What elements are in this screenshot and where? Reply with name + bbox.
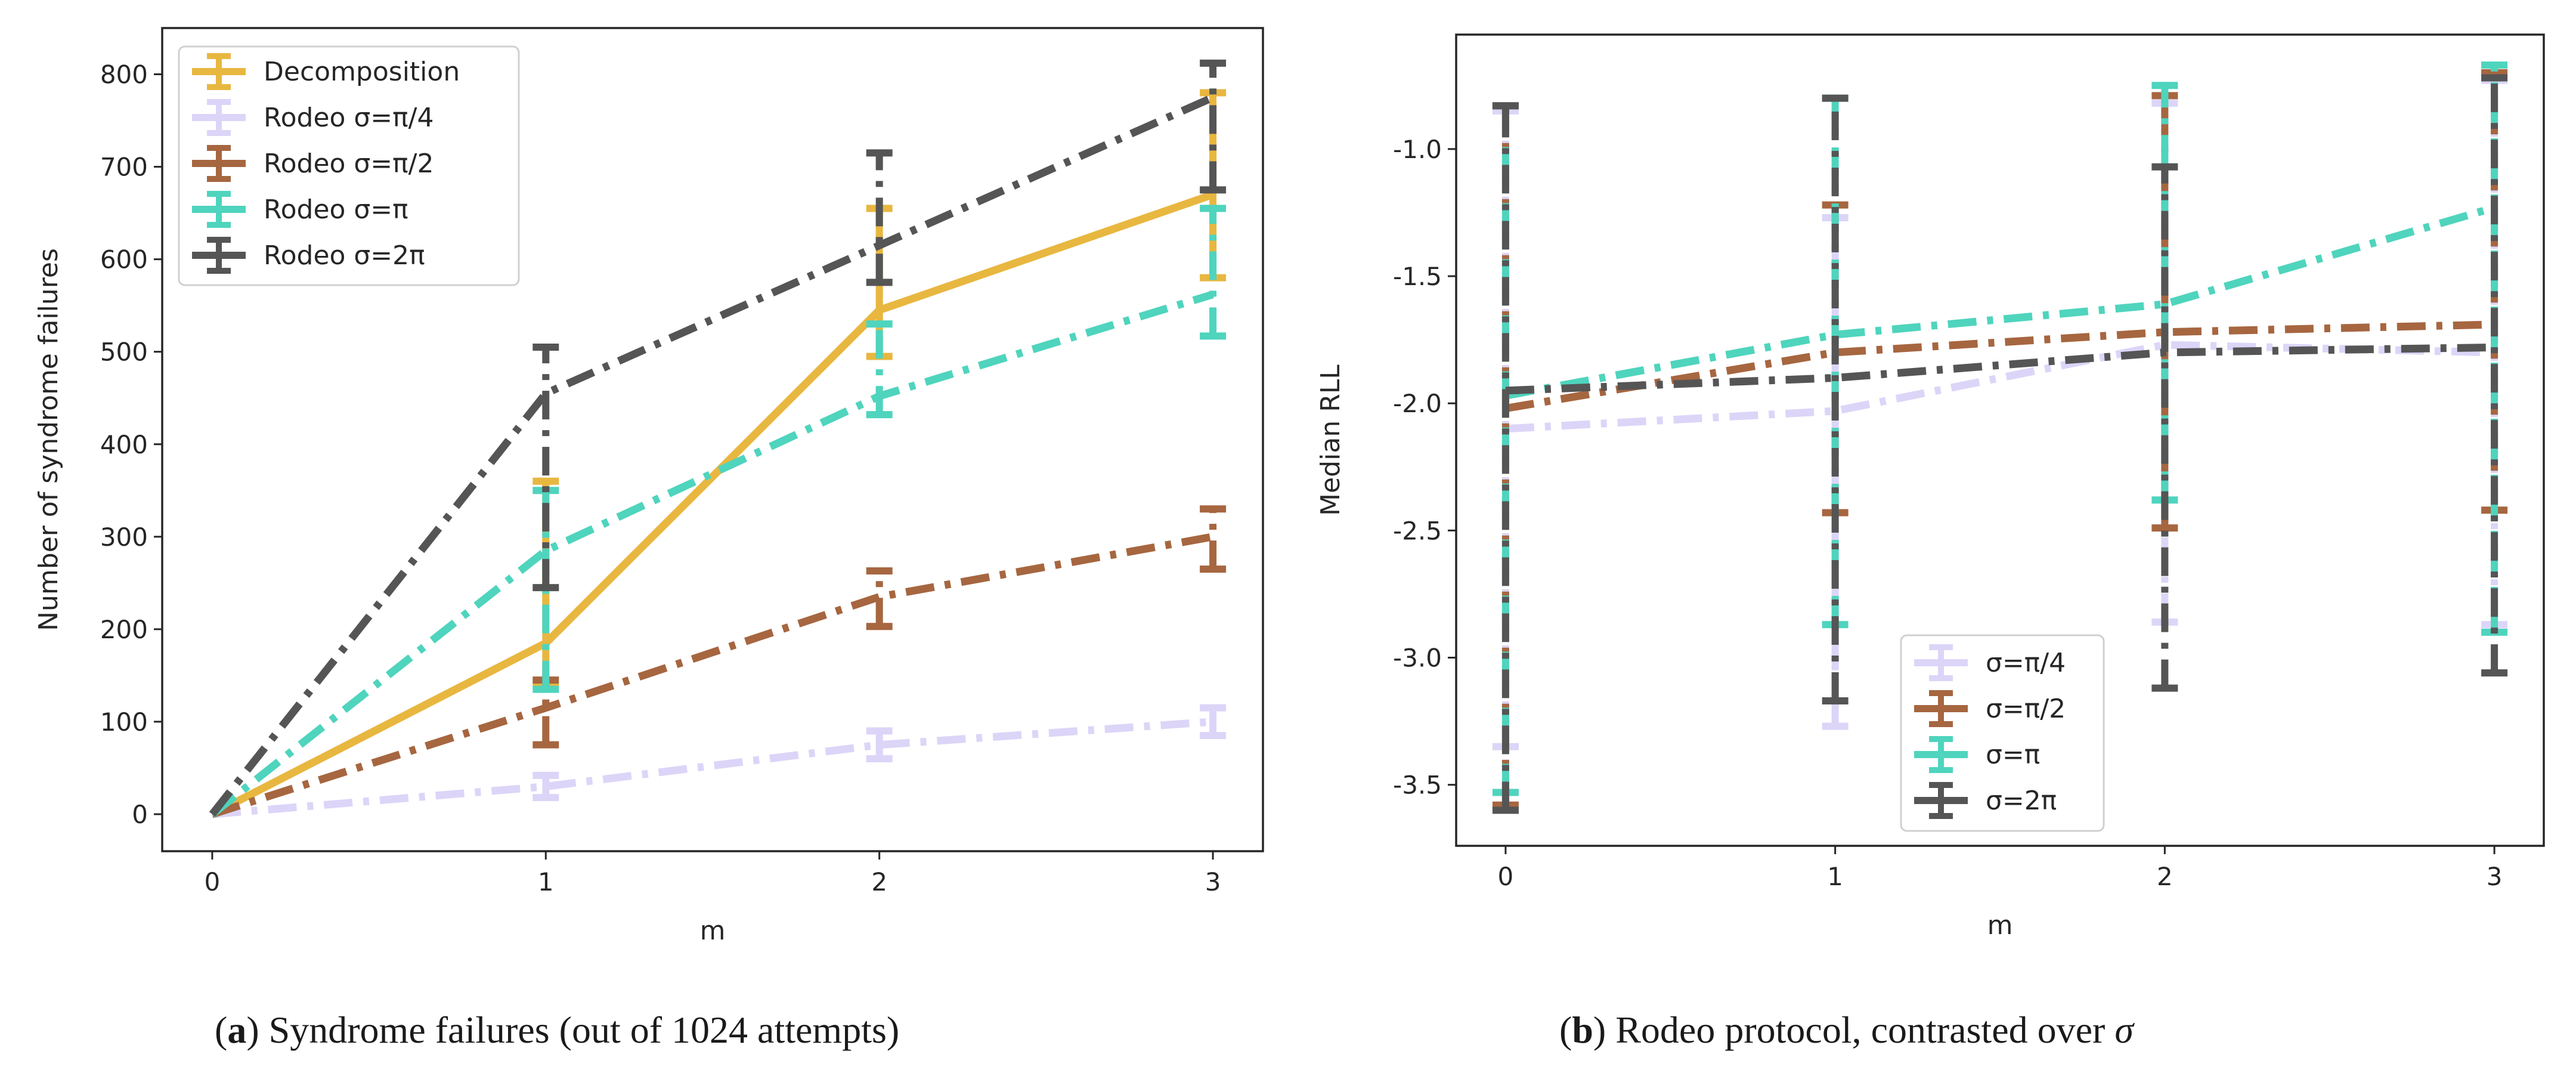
y-tick-label: 600 xyxy=(100,245,148,274)
x-tick-label: 1 xyxy=(538,867,554,897)
x-tick-label: 0 xyxy=(1498,862,1514,891)
caption-b-symbol: σ xyxy=(2114,1009,2134,1051)
y-tick-label: -1.0 xyxy=(1393,135,1442,164)
legend-item: σ=2π xyxy=(1914,782,2057,819)
legend-label: σ=π/2 xyxy=(1986,694,2066,724)
legend-item: Rodeo σ=π xyxy=(192,191,408,228)
y-tick-label: 700 xyxy=(100,153,148,182)
legend-item: Rodeo σ=π/2 xyxy=(192,145,434,182)
y-tick-label: -3.0 xyxy=(1393,644,1442,673)
y-tick-label: 800 xyxy=(100,60,148,89)
legend-item: Rodeo σ=π/4 xyxy=(192,99,434,136)
series-line xyxy=(1504,320,2495,413)
x-axis-label: m xyxy=(1987,910,2013,941)
legend-label: σ=π/4 xyxy=(1986,648,2066,678)
series-line xyxy=(209,94,1215,817)
legend: Decomposition Rodeo σ=π/4 Rodeo σ=π/2 Rodeo… xyxy=(178,45,520,286)
legend-item: σ=π xyxy=(1914,736,2040,773)
caption-b: (b) Rodeo protocol, contrasted over σ xyxy=(1559,1009,2134,1051)
plot-frame xyxy=(1455,33,2545,847)
x-tick-label: 2 xyxy=(2157,862,2173,891)
legend-label: Rodeo σ=π/4 xyxy=(264,103,434,133)
series-pi4 xyxy=(212,704,1227,818)
x-tick-label: 0 xyxy=(205,867,221,897)
y-tick-label: -2.0 xyxy=(1393,389,1442,418)
series-line xyxy=(210,533,1214,818)
caption-a-text: Syndrome failures (out of 1024 attempts) xyxy=(268,1009,900,1051)
series-pi2 xyxy=(210,505,1227,818)
caption-b-text: Rodeo protocol, contrasted over xyxy=(1615,1009,2106,1051)
series-line xyxy=(1505,341,2495,433)
series-pi xyxy=(209,205,1227,818)
legend-label: σ=π xyxy=(1986,740,2040,770)
series-twopi xyxy=(1492,74,2508,814)
caption-a-label: a xyxy=(227,1009,247,1051)
panel-b: 0 1 2 3 -1.0 -1.5 -2.0 -2.5 -3.0 -3.5 m Median RLL σ… xyxy=(1315,33,2545,941)
legend-item: σ=π/2 xyxy=(1914,690,2066,727)
legend-box xyxy=(178,45,520,286)
legend-label: Rodeo σ=2π xyxy=(264,240,425,271)
legend-label: Rodeo σ=π/2 xyxy=(264,149,434,179)
x-tick-label: 3 xyxy=(2487,862,2503,891)
series-line xyxy=(210,190,1215,818)
y-tick-label: 500 xyxy=(100,338,148,367)
series-twopi xyxy=(209,59,1227,817)
x-tick-label: 3 xyxy=(1205,867,1221,897)
y-tick-label: 400 xyxy=(100,430,148,459)
x-axis-label: m xyxy=(700,916,726,946)
caption-b-label: b xyxy=(1572,1009,1593,1051)
panel-a: 0 1 2 3 0 100 200 300 400 500 600 700 800 m Number of … xyxy=(33,27,1264,946)
legend: σ=π/4 σ=π/2 σ=π σ=2π xyxy=(1900,634,2105,832)
x-tick-label: 1 xyxy=(1827,862,1843,891)
y-axis-label: Median RLL xyxy=(1315,364,1346,516)
legend-label: Decomposition xyxy=(264,57,460,87)
y-tick-label: -3.5 xyxy=(1393,771,1442,800)
y-tick-label: 100 xyxy=(100,707,148,737)
legend-item: Decomposition xyxy=(192,53,460,90)
series-line xyxy=(1504,203,2496,400)
y-axis-label: Number of syndrome failures xyxy=(33,248,64,631)
series-line xyxy=(1505,343,2495,395)
x-tick-label: 2 xyxy=(871,867,887,897)
caption-a: (a) Syndrome failures (out of 1024 attem… xyxy=(215,1009,900,1051)
legend-item: σ=π/4 xyxy=(1914,644,2066,681)
y-tick-label: 300 xyxy=(100,523,148,552)
legend-label: σ=2π xyxy=(1986,786,2057,816)
legend-item: Rodeo σ=2π xyxy=(192,237,425,274)
series-line xyxy=(209,290,1214,818)
y-tick-label: -2.5 xyxy=(1393,516,1442,545)
y-tick-label: -1.5 xyxy=(1393,262,1442,291)
plot-frame xyxy=(161,27,1264,852)
legend-label: Rodeo σ=π xyxy=(264,194,408,225)
y-tick-label: 0 xyxy=(132,800,148,829)
y-tick-label: 200 xyxy=(100,615,148,644)
